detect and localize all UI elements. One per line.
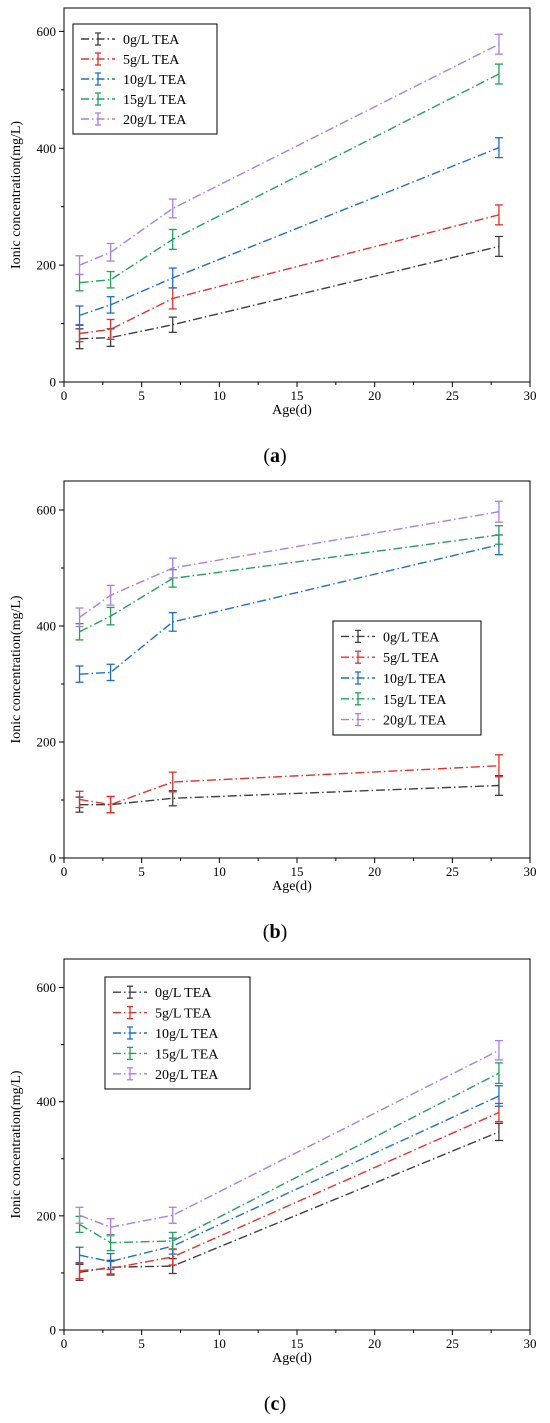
- x-tick-label: 15: [291, 1336, 304, 1351]
- legend-label: 20g/L TEA: [123, 113, 187, 128]
- series-line-4: [79, 73, 500, 284]
- y-axis-title: Ionic concentration(mg/L): [9, 121, 24, 269]
- x-tick-label: 20: [368, 388, 381, 403]
- legend-label: 15g/L TEA: [123, 93, 187, 108]
- legend-label: 10g/L TEA: [383, 672, 447, 687]
- series-line-4: [79, 1072, 500, 1244]
- y-tick-label: 200: [37, 1208, 57, 1223]
- y-tick-label: 400: [37, 619, 57, 634]
- x-tick-label: 5: [138, 388, 145, 403]
- series-line-3: [79, 544, 500, 675]
- series-line-5: [79, 511, 500, 618]
- legend-label: 5g/L TEA: [383, 651, 440, 666]
- x-tick-label: 0: [61, 388, 68, 403]
- x-tick-label: 15: [291, 388, 304, 403]
- x-tick-label: 10: [213, 388, 226, 403]
- series-line-1: [79, 1131, 500, 1274]
- chart-a-svg: 0 5 10 15 20 25 30 0 200 400 600 Age(d) Ionic concen…: [9, 7, 537, 467]
- y-tick-label: 0: [50, 851, 57, 866]
- series-line-2: [79, 214, 500, 335]
- series-line-3: [79, 147, 500, 317]
- x-axis-title: Age(d): [272, 879, 312, 894]
- y-tick-label: 0: [50, 375, 57, 390]
- caption-paren: (: [263, 445, 270, 467]
- legend-label: 0g/L TEA: [155, 986, 212, 1001]
- caption-paren: (: [264, 1393, 271, 1415]
- legend-label: 5g/L TEA: [155, 1007, 212, 1022]
- caption-letter: a: [270, 445, 280, 467]
- y-tick-label: 600: [37, 24, 57, 39]
- chart-panel-a: 0 5 10 15 20 25 30 0 200 400 600 Age(d) Ionic concen…: [0, 0, 550, 475]
- legend-label: 0g/L TEA: [383, 630, 440, 645]
- legend-label: 0g/L TEA: [123, 33, 180, 48]
- x-axis-title: Age(d): [272, 403, 312, 418]
- series-line-5: [79, 1049, 500, 1228]
- y-tick-label: 600: [37, 980, 57, 995]
- y-tick-label: 200: [37, 735, 57, 750]
- x-tick-label: 25: [446, 388, 459, 403]
- x-tick-label: 10: [213, 1336, 226, 1351]
- x-tick-label: 20: [368, 864, 381, 879]
- x-tick-label: 30: [524, 388, 537, 403]
- y-tick-label: 600: [37, 503, 57, 518]
- legend-label: 10g/L TEA: [123, 73, 187, 88]
- caption-b: (b): [263, 921, 287, 943]
- legend-label: 20g/L TEA: [155, 1068, 219, 1083]
- caption-paren: ): [281, 921, 288, 943]
- x-tick-label: 0: [61, 1336, 68, 1351]
- caption-paren: ): [279, 1393, 286, 1415]
- chart-b-svg: 0 5 10 15 20 25 30 0 200 400 600 Age(d) Ionic concen…: [9, 480, 537, 943]
- x-tick-label: 25: [446, 864, 459, 879]
- x-tick-label: 15: [291, 864, 304, 879]
- series-line-1: [79, 245, 500, 340]
- caption-paren: (: [263, 921, 270, 943]
- x-tick-label: 30: [524, 1336, 537, 1351]
- series-line-3: [79, 1095, 500, 1263]
- x-tick-label: 25: [446, 1336, 459, 1351]
- legend-label: 5g/L TEA: [123, 53, 180, 68]
- chart-panel-b: 0 5 10 15 20 25 30 0 200 400 600 Age(d) Ionic concen…: [0, 475, 550, 955]
- legend-label: 15g/L TEA: [383, 693, 447, 708]
- caption-c: (c): [264, 1393, 286, 1415]
- legend-label: 10g/L TEA: [155, 1027, 219, 1042]
- y-tick-label: 400: [37, 141, 57, 156]
- x-tick-label: 10: [213, 864, 226, 879]
- legend-label: 15g/L TEA: [155, 1047, 219, 1062]
- chart-panel-c: 0 5 10 15 20 25 30 0 200 400 600 Age(d) Ionic concen…: [0, 955, 550, 1423]
- x-tick-label: 5: [138, 1336, 145, 1351]
- x-tick-label: 5: [138, 864, 145, 879]
- y-tick-label: 200: [37, 258, 57, 273]
- series-line-1: [79, 784, 499, 806]
- series-line-4: [79, 534, 500, 633]
- y-axis-title: Ionic concentration(mg/L): [9, 595, 24, 743]
- y-axis-title: Ionic concentration(mg/L): [9, 1070, 24, 1218]
- caption-a: (a): [263, 445, 286, 467]
- legend-label: 20g/L TEA: [383, 714, 447, 729]
- series-line-2: [79, 765, 499, 806]
- x-tick-label: 20: [368, 1336, 381, 1351]
- series-line-5: [79, 43, 500, 266]
- caption-letter: c: [271, 1393, 280, 1415]
- caption-letter: b: [269, 921, 280, 943]
- chart-c-svg: 0 5 10 15 20 25 30 0 200 400 600 Age(d) Ionic concen…: [9, 958, 537, 1415]
- caption-paren: ): [280, 445, 287, 467]
- x-axis-title: Age(d): [272, 1351, 312, 1366]
- y-tick-label: 0: [50, 1323, 57, 1338]
- series-line-2: [79, 1111, 500, 1272]
- y-tick-label: 400: [37, 1094, 57, 1109]
- x-tick-label: 0: [61, 864, 68, 879]
- x-tick-label: 30: [524, 864, 537, 879]
